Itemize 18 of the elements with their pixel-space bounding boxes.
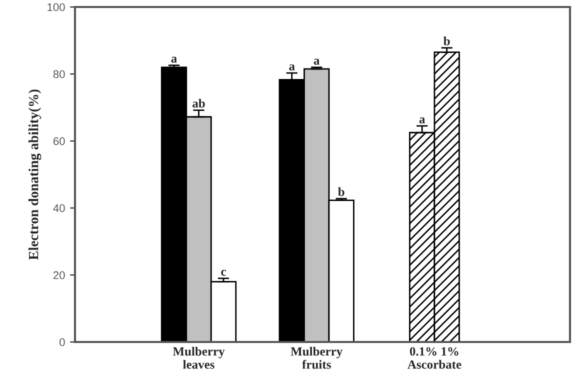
x-tick-label: Mulberry fruits [290, 346, 343, 369]
annotation: a [289, 64, 295, 70]
x-tick-label: 0.1% 1% Ascorbate [408, 347, 462, 369]
annotation: a [314, 58, 320, 65]
annotation: b [444, 36, 450, 46]
y-tick-label: 0 [60, 338, 65, 346]
annotation: a [171, 56, 177, 63]
annotation: ab [192, 98, 205, 108]
y-tick-label: 20 [53, 271, 65, 280]
y-tick-label: 60 [53, 137, 65, 146]
x-tick-label: Mulberry leaves [172, 346, 225, 369]
annotation: c [221, 270, 226, 276]
y-axis-title: Electron donating ability(%) [28, 90, 42, 260]
annotation: a [419, 117, 426, 124]
y-tick-label: 100 [48, 3, 65, 12]
y-tick-label: 80 [53, 70, 65, 78]
y-tick-label: 40 [53, 204, 65, 212]
annotation: b [338, 187, 344, 196]
